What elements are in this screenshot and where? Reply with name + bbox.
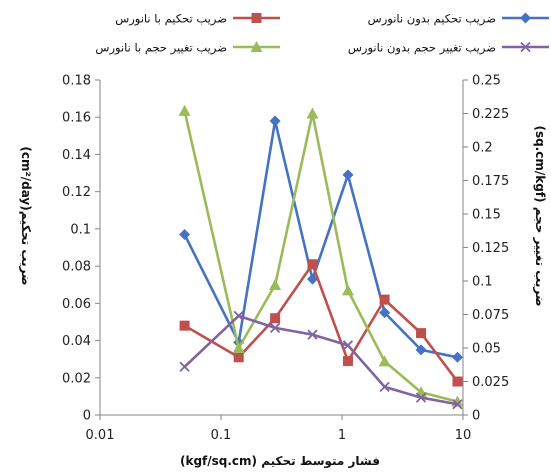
y-right-tick-label: 0.075 (472, 308, 509, 323)
data-point (307, 259, 318, 270)
data-point (179, 361, 190, 372)
y-axis-left-title: (cm²/day)ضریب تحکیم (19, 146, 33, 285)
data-point (415, 344, 427, 356)
y-right-tick-label: 0.2 (472, 141, 493, 156)
legend-item-3: ضریب تغییر حجم با نانورس (95, 41, 280, 56)
data-point (232, 342, 245, 353)
data-point (270, 313, 281, 324)
y-right-tick-label: 0.125 (472, 241, 509, 256)
data-point (178, 104, 191, 116)
y-left-tick-label: 0.06 (62, 297, 91, 312)
legend-swatch-marker (520, 41, 531, 53)
y-left-tick-label: 0 (83, 409, 91, 424)
legend-swatch-marker (250, 41, 263, 52)
data-point (378, 355, 391, 367)
data-point (451, 351, 463, 363)
y-left-tick-label: 0.16 (62, 111, 91, 126)
y-right-tick-label: 0.175 (472, 174, 509, 189)
legend-item-1: ضریب تحکیم بدون نانورس (368, 12, 549, 27)
y-right-tick-label: 0 (472, 409, 480, 424)
data-point (415, 392, 427, 403)
series-2 (179, 259, 463, 387)
y-axis-right-title: (sq.cm/kgf) ضریب تغییر حجم (533, 125, 547, 306)
series-line (183, 314, 458, 406)
x-axis-title: (kgf/sq.cm) فشار متوسط تحکیم (180, 454, 380, 469)
data-point (233, 352, 244, 363)
data-point (416, 328, 427, 339)
data-point (379, 307, 391, 319)
y-left-tick-label: 0.12 (62, 185, 91, 200)
y-left-tick-label: 0.04 (62, 334, 91, 349)
data-point (269, 322, 281, 334)
legend-label: ضریب تحکیم با نانورس (115, 12, 227, 27)
data-point (452, 376, 463, 387)
series-4 (179, 310, 463, 410)
axes: 0.01 0.1 1 1000.020.040.060.080.10.120.140.… (62, 74, 509, 444)
data-point (379, 381, 390, 392)
series-line (183, 110, 458, 403)
data-point (306, 273, 318, 285)
x-tick-label: 0.01 (86, 428, 115, 443)
x-tick-label: 10 (455, 428, 472, 443)
data-point (306, 107, 319, 119)
data-point (452, 399, 463, 410)
data-point (233, 310, 244, 321)
y-right-tick-label: 0.25 (472, 74, 501, 89)
legend-swatch-marker (520, 12, 531, 24)
y-right-tick-label: 0.225 (472, 107, 509, 122)
y-left-tick-label: 0.18 (62, 74, 91, 89)
data-point (379, 294, 390, 305)
y-left-tick-label: 0.14 (62, 148, 91, 163)
legend-swatch-marker (251, 13, 262, 23)
data-point (269, 279, 282, 291)
data-point (179, 320, 190, 331)
legend-label: ضریب تغییر حجم با نانورس (95, 41, 227, 56)
x-tick-label: 0.1 (211, 428, 232, 443)
y-right-tick-label: 0.1 (472, 275, 493, 290)
y-left-tick-label: 0.1 (70, 222, 91, 237)
y-left-tick-label: 0.02 (62, 371, 91, 386)
data-point (342, 356, 353, 367)
data-point (179, 228, 191, 240)
y-right-tick-label: 0.15 (472, 208, 501, 223)
y-left-tick-label: 0.08 (62, 260, 91, 275)
legend: ضریب تحکیم بدون نانورس ضریب تحکیم با نانو… (95, 12, 549, 56)
legend-item-4: ضریب تغییر حجم بدون نانورس (348, 41, 549, 56)
data-point (307, 329, 318, 340)
y-right-tick-label: 0.025 (472, 375, 509, 390)
data-point (342, 169, 354, 181)
x-tick-label: 1 (338, 428, 346, 443)
legend-item-2: ضریب تحکیم با نانورس (115, 12, 280, 27)
data-point (269, 115, 281, 127)
series-line (183, 262, 459, 383)
data-point (342, 340, 354, 351)
series-line (183, 119, 458, 359)
legend-label: ضریب تغییر حجم بدون نانورس (348, 41, 496, 56)
plot-area (178, 104, 464, 410)
y-right-tick-label: 0.05 (472, 342, 501, 357)
legend-label: ضریب تحکیم بدون نانورس (368, 12, 496, 27)
data-point (341, 284, 354, 296)
